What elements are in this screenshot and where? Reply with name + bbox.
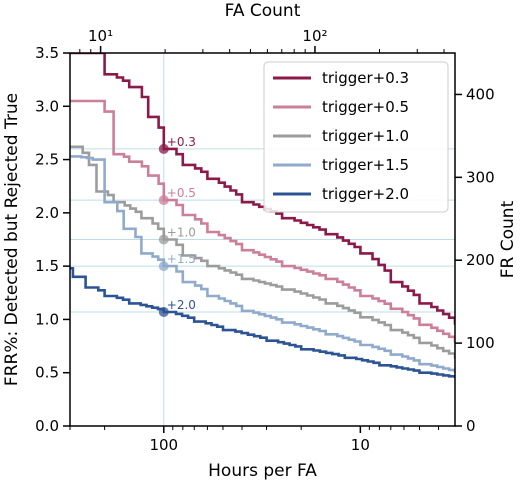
- legend-box: [263, 61, 449, 213]
- y-tick-label-7: 3.5: [35, 44, 59, 62]
- series-line-4: [70, 267, 455, 378]
- x2-tick-label-1: 10²: [302, 27, 327, 45]
- series-annotation-2: +1.0: [167, 226, 196, 240]
- x-axis-title: Hours per FA: [208, 461, 317, 481]
- series-marker-0: [158, 143, 169, 154]
- y2-tick-label-4: 400: [466, 85, 495, 103]
- top-axis-title: FA Count: [225, 1, 301, 21]
- y-tick-label-4: 2.0: [35, 204, 59, 222]
- plot-frame: [69, 52, 456, 427]
- x2-tick-label-0: 10¹: [88, 27, 113, 45]
- y-tick-label-3: 1.5: [35, 257, 59, 275]
- series-layer: +0.3 +0.5 +1.0 +1.5 +2.0: [70, 53, 455, 378]
- legend-label-1: trigger+0.5: [322, 98, 409, 116]
- x-tick-label-1: 10: [351, 436, 370, 454]
- legend-label-0: trigger+0.3: [322, 69, 409, 87]
- series-marker-4: [158, 306, 169, 317]
- series-marker-1: [158, 195, 169, 206]
- reference-lines: [70, 53, 455, 426]
- y2-tick-label-3: 300: [466, 168, 495, 186]
- ticks-layer: 0.0 0.5 1.0 1.5 2.0 2.5 3.0 3.5 0 100 200 300 400 100…: [35, 27, 495, 454]
- series-line-1: [70, 99, 455, 343]
- series-marker-2: [158, 234, 169, 245]
- y2-tick-label-2: 200: [466, 251, 495, 269]
- series-annotation-1: +0.5: [167, 186, 196, 200]
- legend-label-4: trigger+2.0: [322, 185, 409, 203]
- y-tick-label-0: 0.0: [35, 417, 59, 435]
- series-line-3: [70, 155, 455, 373]
- series-line-2: [70, 145, 455, 359]
- series-marker-3: [158, 261, 169, 272]
- y-axis-title: FRR%: Detected but Rejected True: [2, 93, 22, 386]
- y-tick-label-1: 0.5: [35, 364, 59, 382]
- legend-label-3: trigger+1.5: [322, 156, 409, 174]
- y2-tick-label-0: 0: [466, 417, 476, 435]
- legend: trigger+0.3 trigger+0.5 trigger+1.0 trigger…: [263, 61, 449, 213]
- series-annotation-4: +2.0: [167, 298, 196, 312]
- y-tick-label-5: 2.5: [35, 151, 59, 169]
- series-annotation-3: +1.5: [167, 252, 196, 266]
- right-axis-title: FR Count: [498, 200, 518, 278]
- series-annotation-0: +0.3: [167, 135, 196, 149]
- x-tick-label-0: 100: [149, 436, 178, 454]
- y-tick-label-2: 1.0: [35, 310, 59, 328]
- y2-tick-label-1: 100: [466, 334, 495, 352]
- y-tick-label-6: 3.0: [35, 97, 59, 115]
- legend-label-2: trigger+1.0: [322, 127, 409, 145]
